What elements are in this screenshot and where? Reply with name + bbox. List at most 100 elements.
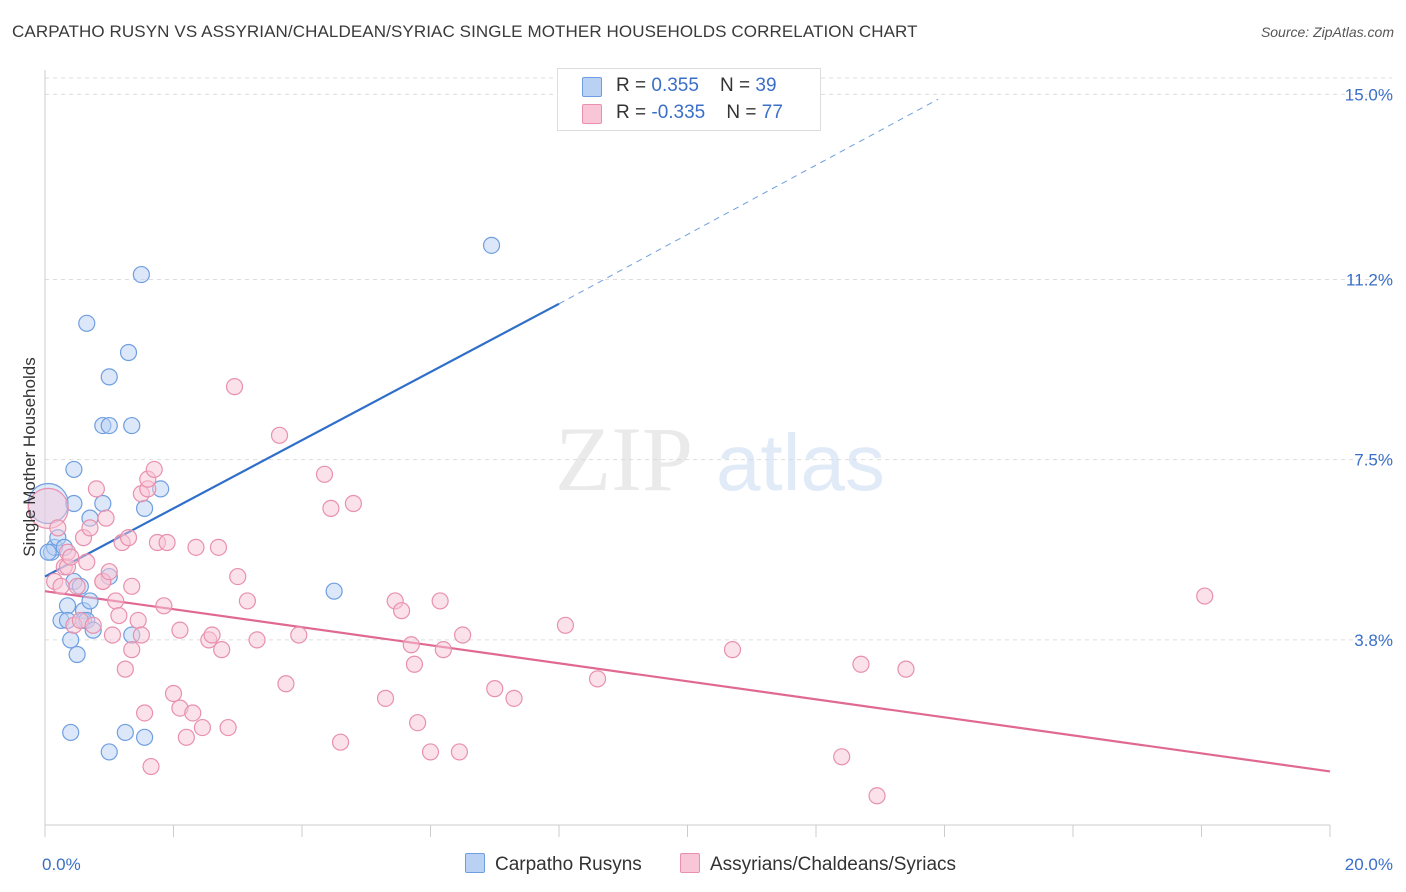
watermark-atlas: atlas [716,418,885,507]
legend-swatch-blue [582,77,602,97]
data-point-pink [322,499,340,517]
y-tick-label: 11.2% [1346,270,1393,289]
legend-n-label: N = [726,102,762,123]
data-point-pink [129,611,147,630]
y-tick-label: 7.5% [1354,451,1393,470]
data-point-blue [135,728,154,746]
data-point-blue [119,343,138,362]
data-point-pink [1196,587,1214,605]
y-axis-label: Single Mother Households [20,357,39,556]
axis-labels: 3.8% 7.5% 11.2% 15.0% 0.0% 20.0% Single Mother… [20,85,1393,874]
data-point-pink [833,748,851,766]
x-tick-label-min: 0.0% [42,855,81,874]
data-point-pink [213,641,231,659]
data-point-pink [135,704,154,722]
data-point-pink [123,641,141,659]
data-point-pink [505,689,523,707]
data-point-blue [65,494,83,513]
data-point-pink [209,538,228,556]
data-point-pink [219,718,237,737]
data-point-pink [81,519,99,537]
legend-text-pink: R = -0.335 N = 77 [616,102,783,124]
data-point-pink [421,743,440,761]
data-point-pink [193,718,212,737]
series-swatch-blue [465,853,485,873]
data-point-pink [238,592,256,610]
data-point-pink [556,616,575,634]
series-swatch-pink [680,853,700,873]
data-point-pink [454,626,472,644]
x-tick-label-max: 20.0% [1345,855,1393,874]
data-point-pink [290,626,308,644]
data-point-pink [409,714,427,732]
data-point-pink [868,787,886,805]
data-point-blue [100,743,118,761]
data-point-pink [123,577,141,595]
data-point-pink [97,509,115,527]
data-point-blue [116,723,134,742]
data-point-pink [164,684,183,703]
data-point-pink [225,378,244,396]
source-credit: Source: ZipAtlas.com [1260,24,1394,40]
data-point-blue [62,723,80,742]
data-point-blue [68,645,86,664]
data-point-pink [331,733,350,751]
data-point-blue [78,314,96,332]
data-point-pink [107,592,125,610]
legend-r-label: R = [616,75,652,96]
chart-title: CARPATHO RUSYN VS ASSYRIAN/CHALDEAN/SYRI… [12,22,918,41]
y-tick-label: 15.0% [1345,85,1393,104]
data-point-blue [94,494,112,513]
data-point-pink [376,689,395,707]
data-point-pink [142,757,160,776]
data-point-pink [270,426,289,444]
data-point-pink [116,660,134,678]
series-legend-label: Carpatho Rusyns [495,854,642,875]
data-point-pink [431,592,449,610]
data-point-blue [39,543,57,561]
data-point-pink [434,641,452,659]
series-legend-item-pink: Assyrians/Chaldeans/Syriacs [680,853,956,876]
data-point-blue [65,460,83,479]
data-point-pink [68,577,86,595]
data-point-pink [155,597,173,615]
data-point-pink [49,519,67,537]
data-point-pink [315,465,334,483]
correlation-legend: R = 0.355 N = 39 R = -0.335 N = 77 [557,68,821,131]
legend-r-value: 0.355 [651,75,699,96]
legend-swatch-pink [582,104,602,124]
gridlines [45,77,1392,641]
data-point-pink [588,670,607,688]
axes [44,70,1331,837]
data-point-pink [177,728,195,746]
data-point-pink [78,553,96,571]
watermark: ZIP atlas [555,408,885,510]
data-point-pink [723,641,742,659]
trend-line-blue-extension [558,98,939,305]
data-point-pink [277,675,295,693]
data-point-pink [171,621,189,639]
watermark-zip: ZIP [555,408,693,510]
data-point-pink [344,494,362,513]
data-point-blue [123,416,141,435]
data-points [27,236,1214,805]
data-point-pink [84,616,102,634]
legend-r-label: R = [616,102,652,123]
data-point-pink [852,655,870,673]
data-point-blue [482,236,501,254]
data-point-pink [897,660,915,678]
data-point-blue [81,592,99,610]
data-point-blue [135,499,154,517]
data-point-pink [229,567,247,586]
data-point-pink [405,655,424,673]
legend-n-value: 77 [761,102,783,123]
data-point-pink [119,529,138,547]
data-point-pink [62,548,80,566]
data-point-blue [100,368,118,386]
data-point-pink [402,636,420,654]
data-point-pink [187,538,205,556]
data-point-pink [27,487,69,529]
data-point-pink [450,743,469,761]
data-point-blue [132,265,150,284]
